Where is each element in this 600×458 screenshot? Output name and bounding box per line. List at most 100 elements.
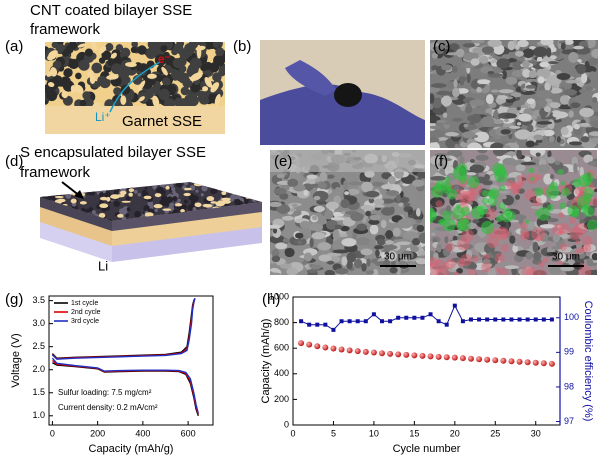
sse-grain — [57, 198, 66, 203]
cnt-particle — [180, 86, 190, 96]
grain — [559, 253, 567, 262]
ce-point — [485, 317, 490, 322]
capacity-point — [492, 357, 499, 364]
annotation: Current density: 0.2 mA/cm² — [58, 403, 158, 412]
particle — [172, 190, 176, 194]
capacity-point — [306, 341, 313, 348]
grain — [522, 60, 531, 68]
particle — [90, 184, 98, 191]
legend-label: 2nd cycle — [71, 309, 101, 316]
sse-grain — [125, 183, 133, 187]
scale-bar-label: 30 μm — [552, 252, 580, 263]
element-map — [442, 210, 452, 220]
capacity-point — [362, 348, 369, 355]
particle — [46, 189, 52, 195]
cnt-particle — [45, 84, 50, 94]
grain — [368, 239, 375, 250]
y-tick-label: 0 — [284, 419, 289, 429]
grain — [536, 68, 551, 80]
panel-label: (g) — [5, 291, 23, 308]
sse-grain — [120, 95, 127, 106]
element-map — [442, 218, 456, 232]
ce-point — [452, 303, 457, 308]
x-tick-label: 20 — [450, 428, 460, 438]
grain — [369, 224, 379, 235]
grain — [385, 230, 394, 239]
grain — [533, 46, 548, 57]
sse-grain — [183, 187, 192, 191]
grain — [537, 99, 548, 107]
ce-point — [525, 317, 530, 322]
grain — [525, 84, 536, 89]
particle — [80, 184, 85, 189]
ce-point — [380, 319, 384, 324]
sse-grain — [216, 203, 224, 207]
grain — [450, 240, 466, 246]
particle — [133, 189, 138, 194]
ce-point — [323, 322, 328, 327]
grain — [373, 204, 385, 208]
sulfur-map — [495, 267, 501, 273]
sulfur-map — [430, 269, 440, 275]
element-map — [567, 205, 579, 217]
grain — [302, 260, 308, 265]
grain — [436, 243, 442, 253]
sulfur-map — [454, 188, 466, 201]
cnt-particle — [149, 79, 156, 86]
particle — [144, 186, 148, 190]
grain — [546, 251, 558, 256]
eds-texture — [430, 150, 597, 275]
element-map — [496, 215, 503, 223]
sulfur-map — [485, 208, 497, 220]
sse-grain — [165, 185, 170, 190]
particle — [217, 184, 223, 190]
cnt-particle — [170, 69, 181, 80]
capacity-point — [451, 354, 458, 361]
particle — [171, 187, 176, 192]
x-tick-label: 30 — [531, 428, 541, 438]
grain — [578, 89, 587, 94]
grain — [270, 201, 282, 207]
element-map — [460, 206, 470, 216]
y-tick-label: 1.5 — [32, 387, 45, 397]
grain — [297, 240, 303, 245]
sse-grain — [47, 53, 57, 61]
grain — [583, 154, 594, 164]
sse-grain — [106, 74, 119, 80]
capacity-point — [354, 348, 361, 355]
particle — [258, 184, 262, 189]
sse-grain — [183, 192, 191, 197]
grain — [514, 240, 519, 247]
particle — [235, 187, 242, 194]
grain — [431, 52, 438, 59]
ce-point — [396, 315, 401, 320]
grain — [324, 209, 334, 220]
sulfur-map — [516, 174, 527, 184]
grain — [515, 194, 520, 200]
particle — [65, 193, 72, 199]
grain — [441, 64, 452, 71]
top-front — [112, 202, 262, 231]
grain — [313, 195, 321, 201]
panel-label: (b) — [233, 38, 251, 55]
particle — [102, 189, 107, 194]
grain — [283, 230, 292, 240]
grain — [517, 188, 525, 194]
grain — [505, 222, 510, 233]
particle — [183, 182, 189, 186]
particle — [154, 208, 158, 212]
panel-label: (h) — [262, 291, 280, 308]
grain — [586, 258, 594, 267]
grain — [281, 215, 294, 221]
particle — [208, 182, 214, 188]
grain — [475, 154, 489, 161]
grain — [299, 221, 311, 229]
particle — [45, 184, 50, 189]
sse-grain — [40, 182, 46, 187]
sulfur-map — [538, 269, 547, 275]
capacity-point — [524, 359, 531, 366]
capacity-point — [338, 346, 345, 353]
element-map — [458, 175, 468, 184]
particle — [125, 213, 130, 218]
